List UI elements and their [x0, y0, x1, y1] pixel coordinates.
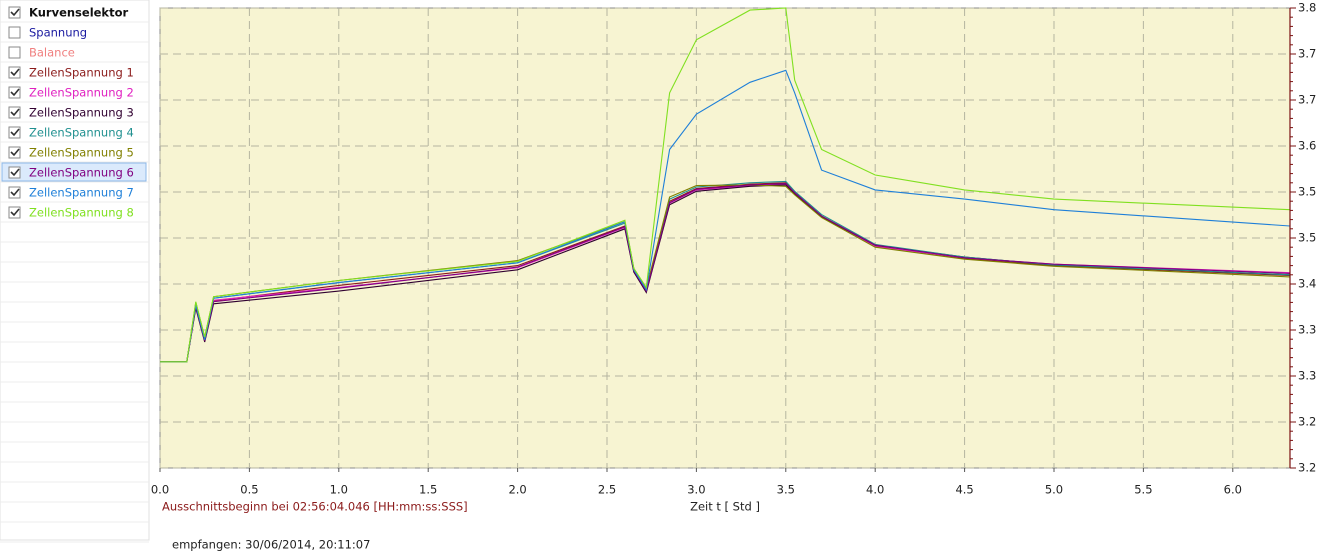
series-label[interactable]: ZellenSpannung 4 [29, 126, 134, 140]
checkbox[interactable] [8, 126, 21, 139]
series-label[interactable]: Balance [29, 46, 75, 60]
checkmark[interactable] [10, 208, 20, 217]
annotation: Ausschnittsbeginn bei 02:56:04.046 [HH:m… [162, 500, 468, 514]
checkbox[interactable] [8, 206, 21, 219]
checkmark[interactable] [10, 88, 20, 97]
selected-row [1, 162, 147, 182]
series-label[interactable]: ZellenSpannung 6 [29, 166, 134, 180]
x-tick-label: 4.0 [866, 483, 884, 497]
x-tick-label: 3.5 [777, 483, 795, 497]
y-tick-label: 3.7 [1298, 47, 1316, 61]
checkmark[interactable] [10, 188, 20, 197]
x-tick-label: 1.0 [330, 483, 348, 497]
series-label[interactable]: ZellenSpannung 3 [29, 106, 134, 120]
x-tick-label: 2.0 [508, 483, 526, 497]
y-tick-label: 3.5 [1298, 231, 1316, 245]
status: empfangen: 30/06/2014, 20:11:07 [172, 538, 370, 552]
checkbox[interactable] [8, 146, 21, 159]
y-tick-label: 3.2 [1298, 461, 1316, 475]
series-label[interactable]: ZellenSpannung 1 [29, 66, 134, 80]
y-tick-label: 3.2 [1298, 415, 1316, 429]
x-tick-label: 3.0 [687, 483, 705, 497]
series-label[interactable]: Spannung [29, 26, 87, 40]
grid [159, 7, 1290, 469]
lines [160, 7, 1291, 363]
checkbox[interactable] [8, 166, 21, 179]
checkmark[interactable] [10, 148, 20, 157]
x-tick-label: 5.5 [1134, 483, 1152, 497]
selector-panel [0, 0, 150, 541]
x-axis-label: Zeit t [ Std ] [690, 500, 760, 514]
checkbox[interactable] [8, 46, 21, 59]
series-line [160, 7, 1291, 363]
x-tick-label: 0.5 [240, 483, 258, 497]
checkmark[interactable] [10, 128, 20, 137]
x-tick-label: 2.5 [598, 483, 616, 497]
x-tick-label: 1.5 [419, 483, 437, 497]
y-tick-label: 3.4 [1298, 277, 1316, 291]
checkmark[interactable] [10, 68, 20, 77]
checkmark[interactable] [10, 8, 20, 17]
checkmark[interactable] [10, 108, 20, 117]
x-tick-label: 0.0 [151, 483, 169, 497]
y-tick-label: 3.5 [1298, 185, 1316, 199]
axes: 0.0 0.5 1.0 1.5 2.0 2.5 3.0 3.5 4.0 4.5 5.0 5.5 6.0 3… [151, 1, 1316, 497]
y-tick-label: 3.8 [1298, 1, 1316, 15]
x-tick-label: 5.0 [1045, 483, 1063, 497]
checkbox[interactable] [8, 106, 21, 119]
checkbox[interactable] [8, 186, 21, 199]
selector-title[interactable]: Kurvenselektor [29, 6, 128, 20]
y-tick-label: 3.3 [1298, 369, 1316, 383]
y-tick-label: 3.7 [1298, 93, 1316, 107]
series-label[interactable]: ZellenSpannung 2 [29, 86, 134, 100]
checkbox[interactable] [8, 6, 21, 19]
checkbox[interactable] [8, 86, 21, 99]
y-tick-label: 3.6 [1298, 139, 1316, 153]
checkbox[interactable] [8, 26, 21, 39]
y-tick-label: 3.3 [1298, 323, 1316, 337]
series-line [160, 69, 1291, 363]
series-label[interactable]: ZellenSpannung 7 [29, 186, 134, 200]
selector-list: Kurvenselektor Spannung Balance ZellenSpann… [0, 6, 149, 543]
checkbox[interactable] [8, 66, 21, 79]
series-label[interactable]: ZellenSpannung 8 [29, 206, 134, 220]
x-tick-label: 4.5 [955, 483, 973, 497]
checkmark[interactable] [10, 168, 20, 177]
series-label[interactable]: ZellenSpannung 5 [29, 146, 134, 160]
x-tick-label: 6.0 [1224, 483, 1242, 497]
